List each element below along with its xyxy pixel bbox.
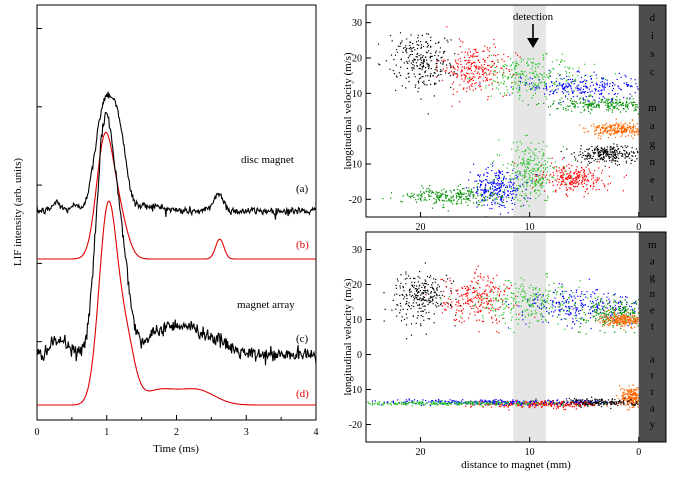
bottom-magnet-letter: a (650, 255, 655, 267)
top-x-tick-label: 20 (416, 222, 426, 233)
bottom-magnet-label: magnet array (648, 239, 657, 431)
bottom-x-tick-label: 0 (636, 447, 641, 458)
bottom-cluster-8 (465, 399, 633, 411)
top-x-tick-label: 10 (525, 222, 535, 233)
top-cluster-7 (514, 157, 627, 198)
top-magnet-letter: c (650, 66, 655, 78)
top-scatter-points (377, 26, 640, 218)
bottom-cluster-10 (367, 399, 607, 407)
bottom-cluster-2 (440, 273, 615, 334)
top-cluster-10 (382, 183, 546, 212)
bottom-magnet-bar (638, 232, 666, 442)
bottom-scatter-points (367, 262, 640, 411)
top-magnet-letter: m (648, 102, 657, 114)
bottom-cluster-4 (568, 294, 640, 335)
bottom-x-tick-label: 20 (416, 447, 426, 458)
bottom-magnet-letter: t (651, 321, 654, 333)
top-y-tick-label: 20 (352, 54, 362, 65)
bottom-axis-ticks: -20 -10 0 10 20 30 20 10 0 (349, 245, 642, 458)
top-cluster-0 (377, 32, 458, 115)
lif-traces (36, 91, 317, 406)
top-cluster-5 (579, 118, 640, 140)
bottom-detection-band (513, 232, 546, 442)
top-magnet-letter: g (650, 138, 656, 150)
top-magnet-letter: e (650, 174, 655, 186)
bottom-cluster-6 (615, 384, 640, 411)
top-magnet-letter: a (650, 120, 655, 132)
trace-label-c: (c) (296, 333, 309, 345)
top-scatter-chart: disc magnet -20 -10 0 10 20 30 20 10 0 longitudi… (342, 4, 667, 233)
trace-label-d: (d) (296, 388, 309, 400)
bottom-cluster-0 (383, 262, 461, 340)
top-plot-frame (365, 4, 667, 218)
bottom-y-tick-label: -20 (349, 420, 362, 431)
lif-x-tick-label: 3 (244, 427, 249, 438)
bottom-magnet-letter: a (650, 402, 655, 414)
bottom-magnet-letter: g (650, 272, 656, 284)
bottom-y-tick-label: -10 (349, 385, 362, 396)
lif-trace-a (36, 91, 317, 220)
top-y-axis-title: longitudinal velocity (m/s) (342, 52, 354, 170)
bottom-magnet-letter: m (648, 239, 657, 251)
lif-x-axis-title: Time (ms) (153, 443, 199, 455)
lif-trace-c (36, 112, 317, 366)
trace-label-b: (b) (296, 239, 309, 251)
lif-trace-d (37, 200, 316, 406)
top-y-tick-label: 30 (352, 18, 362, 29)
top-cluster-4 (527, 94, 639, 116)
top-y-tick-label: -20 (349, 195, 362, 206)
top-y-tick-label: 10 (352, 89, 362, 100)
bottom-magnet-letter: e (650, 304, 655, 316)
top-magnet-letter: t (651, 192, 654, 204)
bottom-plot-frame (365, 231, 667, 443)
detection-label: detection (513, 11, 554, 23)
lif-x-tick-label: 1 (104, 427, 109, 438)
lif-trace-b (37, 131, 316, 260)
bottom-magnet-letter: r (651, 370, 655, 382)
top-magnet-bar (638, 5, 666, 217)
top-y-tick-label: 0 (357, 124, 362, 135)
lif-annotation-disc-magnet: disc magnet (241, 154, 294, 166)
bottom-magnet-letter: r (651, 386, 655, 398)
lif-x-tick-label: 4 (314, 427, 319, 438)
bottom-y-tick-label: 10 (352, 315, 362, 326)
top-axis-ticks: -20 -10 0 10 20 30 20 10 0 (349, 18, 642, 233)
bottom-magnet-letter: n (650, 288, 656, 300)
top-magnet-letter: i (651, 30, 654, 42)
lif-x-tick-label: 2 (174, 427, 179, 438)
top-x-tick-label: 0 (636, 222, 641, 233)
top-magnet-letter: n (650, 156, 656, 168)
bottom-x-axis-title: distance to magnet (mm) (461, 459, 571, 471)
top-y-tick-label: -10 (349, 160, 362, 171)
bottom-magnet-letter: y (650, 419, 656, 431)
top-magnet-label: disc magnet (648, 12, 657, 204)
bottom-cluster-3 (505, 278, 640, 330)
bottom-magnet-letter: a (650, 353, 655, 365)
lif-y-axis-title: LIF intensity (arb. units) (12, 158, 24, 266)
bottom-cluster-5 (597, 307, 640, 331)
bottom-y-tick-label: 20 (352, 280, 362, 291)
top-magnet-letter: d (650, 12, 656, 24)
lif-x-tick-label: 0 (35, 427, 40, 438)
top-cluster-9 (465, 162, 538, 218)
bottom-cluster-1 (425, 265, 536, 334)
lif-annotation-magnet-array: magnet array (237, 299, 295, 311)
top-cluster-6 (560, 143, 639, 167)
top-cluster-1 (435, 26, 521, 107)
top-magnet-letter: s (650, 48, 654, 60)
bottom-y-tick-label: 30 (352, 245, 362, 256)
bottom-y-axis-title: longitudinal velocity (m/s) (342, 278, 354, 396)
lif-axis-ticks: 0 1 2 3 4 (35, 27, 319, 438)
detection-arrow-icon (527, 24, 539, 48)
lif-chart: 0 1 2 3 4 Time (ms) LIF intensity (arb. unit… (12, 4, 319, 455)
trace-label-a: (a) (296, 183, 309, 195)
bottom-x-tick-label: 10 (525, 447, 535, 458)
bottom-y-tick-label: 0 (357, 350, 362, 361)
